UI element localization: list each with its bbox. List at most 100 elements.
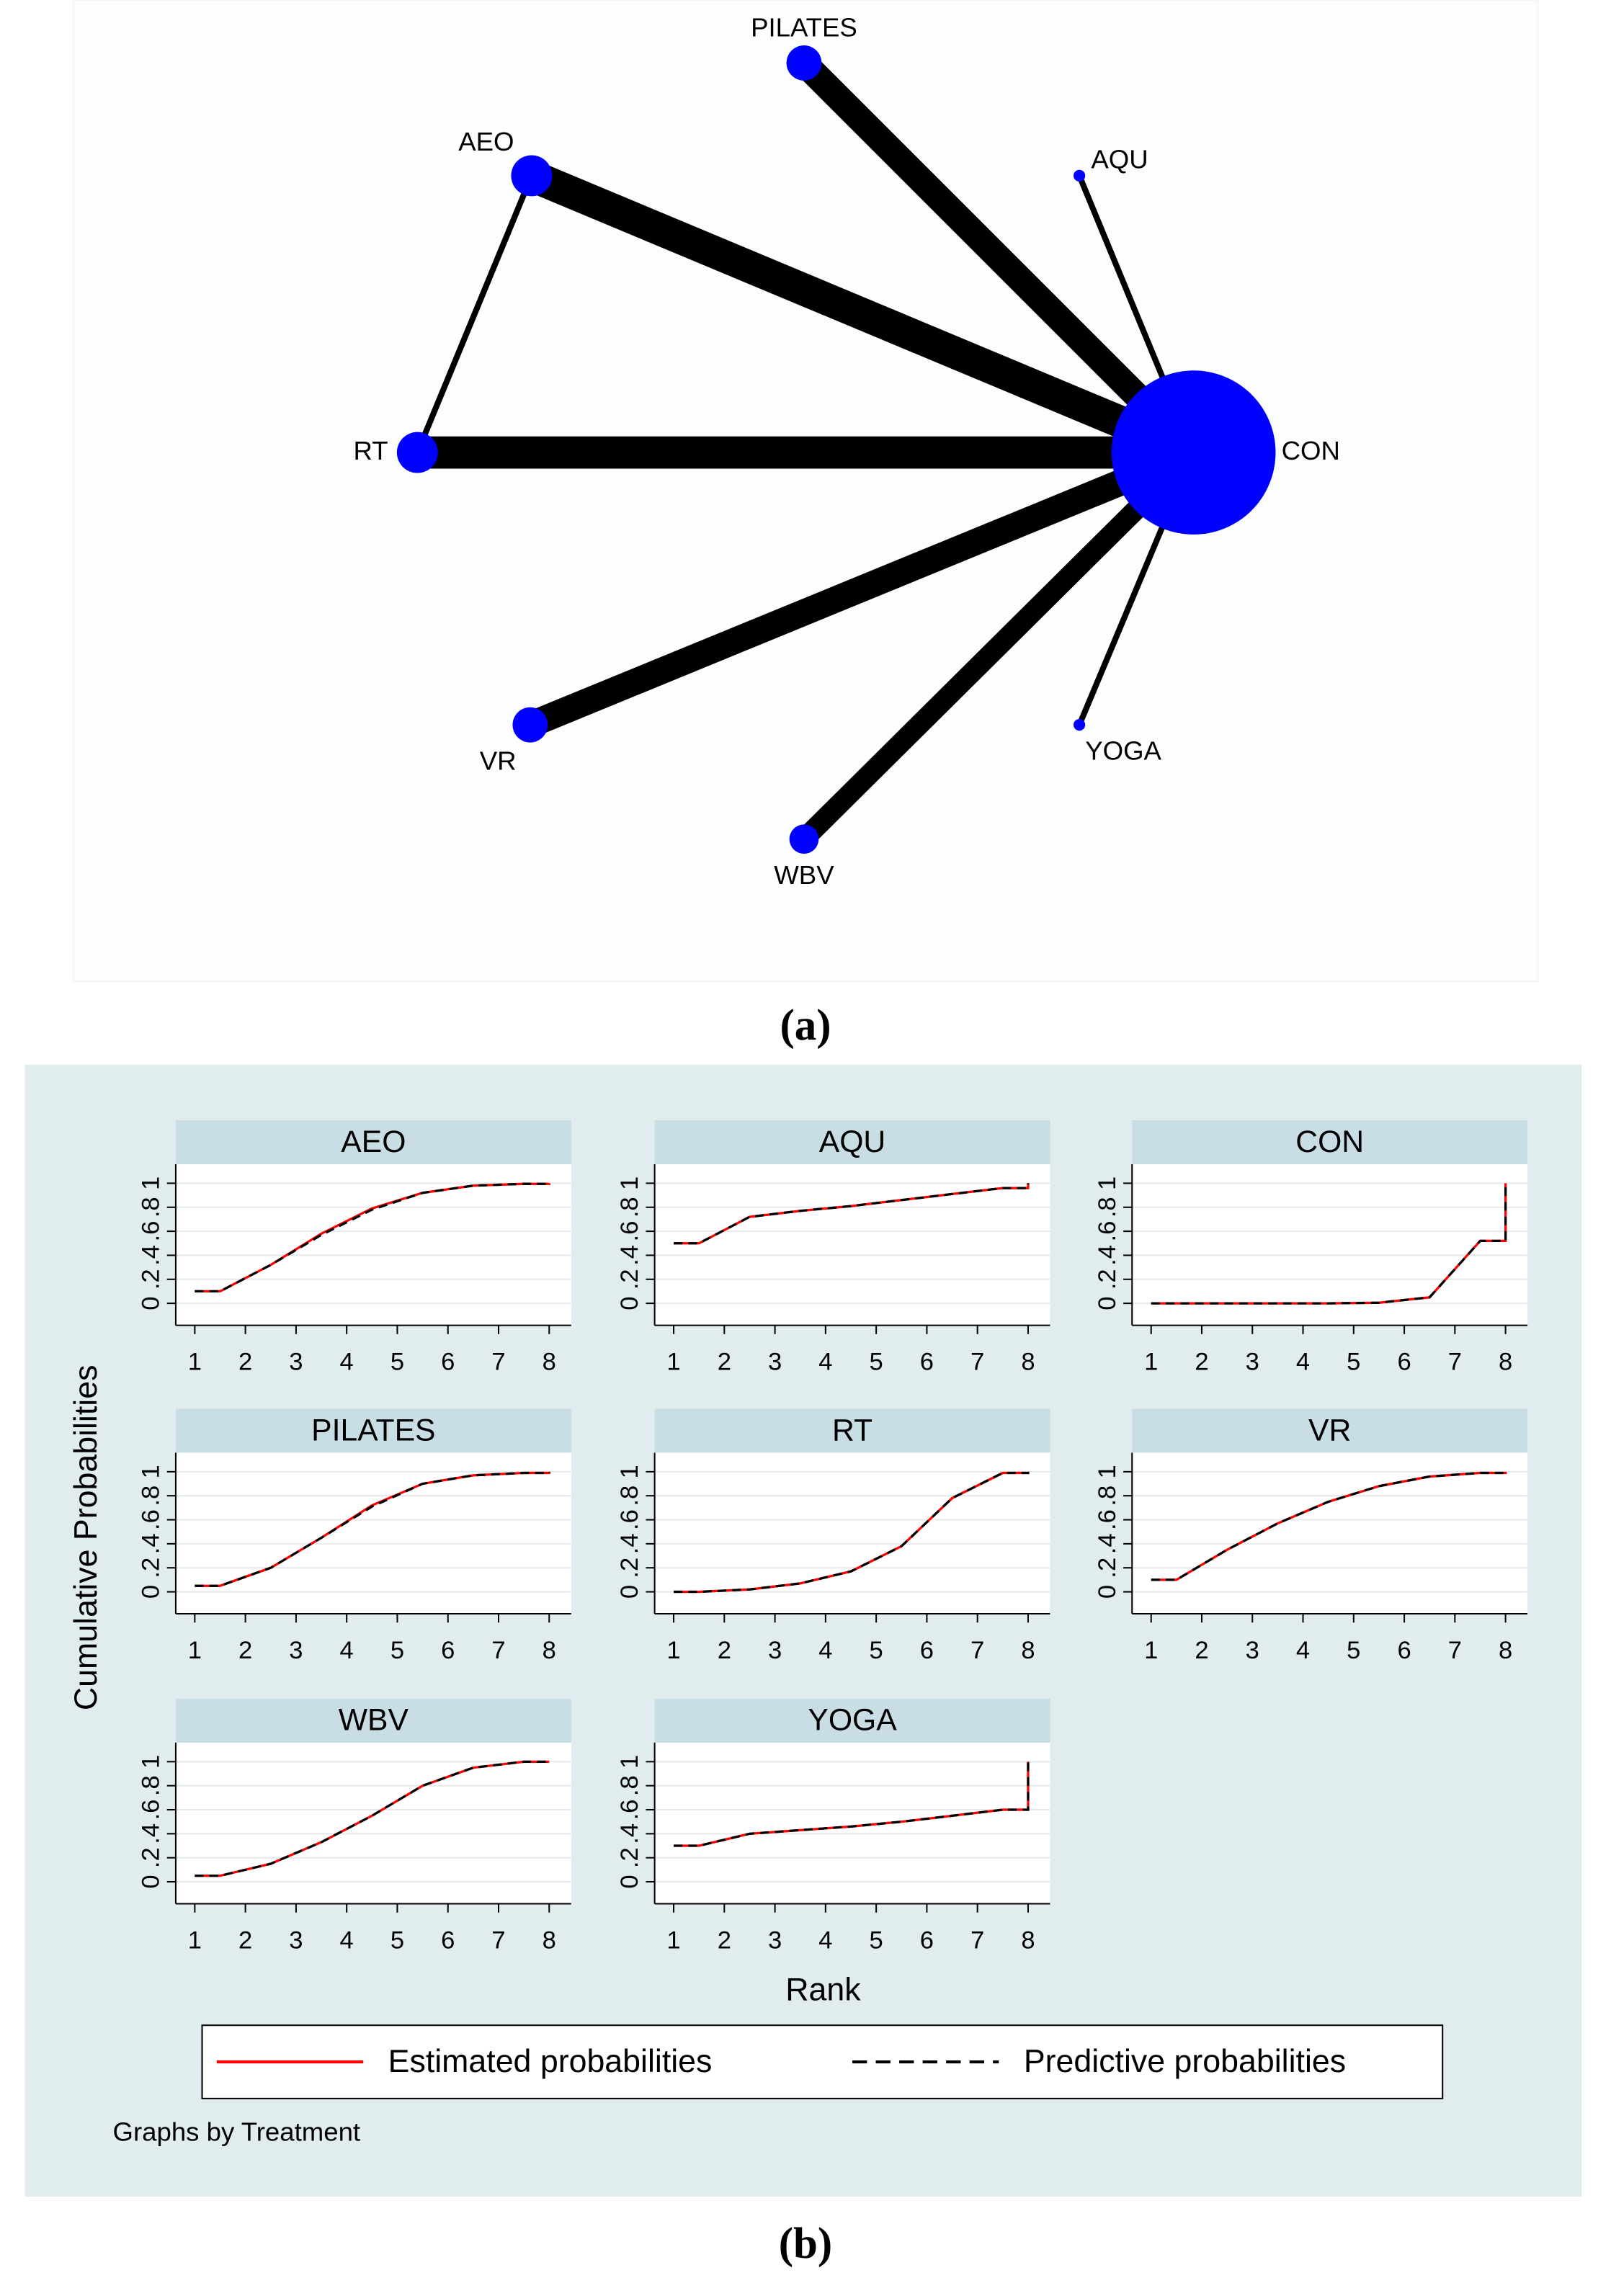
x-tick-label: 1 (1144, 1349, 1158, 1376)
edge (525, 161, 1200, 468)
x-tick-label: 4 (340, 1637, 354, 1664)
x-tick-label: 8 (1021, 1349, 1035, 1376)
panel-header (1132, 1120, 1528, 1164)
panel-title: WBV (339, 1703, 409, 1738)
y-tick-label: .8 (1094, 1197, 1121, 1218)
plot-area (1132, 1452, 1528, 1614)
x-tick-label: 4 (818, 1637, 832, 1664)
edge (796, 445, 1201, 847)
node-label: AEO (458, 127, 514, 156)
network-background (72, 0, 1539, 982)
y-tick-label: 0 (1094, 1296, 1121, 1310)
series-line (674, 1183, 1030, 1245)
plot-area (654, 1452, 1050, 1614)
node (1073, 719, 1086, 731)
node (1073, 169, 1086, 182)
panel-title: AQU (819, 1125, 885, 1159)
node (789, 824, 819, 854)
x-tick-label: 4 (818, 1926, 832, 1954)
x-tick-label: 6 (920, 1637, 934, 1664)
y-tick-label: .4 (138, 1823, 165, 1844)
y-tick-label: .6 (138, 1509, 165, 1530)
x-tick-label: 3 (768, 1637, 782, 1664)
panel-header (654, 1698, 1050, 1743)
y-tick-label: .2 (138, 1558, 165, 1578)
series-line (674, 1471, 1030, 1594)
series-line (674, 1761, 1030, 1847)
x-tick-label: 4 (1296, 1637, 1310, 1664)
legend-box (201, 2024, 1444, 2099)
y-tick-label: .8 (138, 1197, 165, 1218)
y-tick-label: 0 (138, 1585, 165, 1599)
y-tick-label: .4 (1094, 1245, 1121, 1266)
y-tick-label: 1 (138, 1465, 165, 1478)
plot-area (1132, 1163, 1528, 1326)
x-tick-label: 5 (1347, 1349, 1360, 1376)
x-tick-label: 1 (188, 1637, 202, 1664)
node-label: PILATES (751, 12, 857, 42)
y-tick-label: .4 (138, 1245, 165, 1266)
x-tick-label: 6 (920, 1349, 934, 1376)
x-tick-label: 4 (340, 1926, 354, 1954)
x-tick-label: 3 (768, 1349, 782, 1376)
y-tick-label: .2 (1094, 1269, 1121, 1290)
node-label: WBV (774, 860, 834, 890)
x-tick-label: 5 (870, 1926, 883, 1954)
x-tick-label: 1 (666, 1637, 680, 1664)
x-tick-label: 5 (870, 1349, 883, 1376)
legend-label: Predictive probabilities (1024, 2044, 1346, 2079)
y-tick-label: 0 (1094, 1585, 1121, 1599)
x-tick-label: 3 (289, 1926, 303, 1954)
x-tick-label: 8 (543, 1926, 556, 1954)
edge (414, 174, 535, 454)
x-tick-label: 6 (441, 1349, 455, 1376)
plot-area (654, 1742, 1050, 1904)
y-tick-label: 1 (616, 1176, 643, 1190)
y-tick-label: 1 (138, 1176, 165, 1190)
x-tick-label: 3 (289, 1637, 303, 1664)
series-line (195, 1471, 550, 1587)
y-tick-label: .6 (1094, 1221, 1121, 1242)
x-tick-label: 8 (1021, 1637, 1035, 1664)
node (786, 45, 822, 81)
x-tick-label: 7 (1448, 1349, 1462, 1376)
y-tick-label: .2 (616, 1558, 643, 1578)
x-tick-label: 4 (818, 1349, 832, 1376)
x-tick-label: 1 (188, 1349, 202, 1376)
y-tick-label: 0 (138, 1875, 165, 1888)
y-tick-label: .4 (138, 1533, 165, 1554)
x-tick-label: 7 (970, 1926, 984, 1954)
node-label: AQU (1091, 144, 1148, 174)
x-tick-label: 4 (340, 1349, 354, 1376)
y-tick-label: 0 (616, 1585, 643, 1599)
y-tick-label: 1 (138, 1755, 165, 1769)
x-tick-label: 3 (1246, 1349, 1259, 1376)
y-tick-label: .6 (138, 1800, 165, 1821)
y-axis-label: Cumulative Probabilities (68, 1365, 104, 1711)
plot-area (175, 1742, 571, 1904)
caption: (a) (780, 1001, 831, 1050)
y-tick-label: 0 (616, 1875, 643, 1888)
y-tick-label: .2 (138, 1847, 165, 1868)
y-tick-label: .6 (616, 1221, 643, 1242)
panel-header (654, 1408, 1050, 1453)
panel-title: CON (1295, 1125, 1364, 1159)
y-tick-label: .2 (616, 1847, 643, 1868)
x-tick-label: 7 (970, 1349, 984, 1376)
x-tick-label: 5 (391, 1349, 404, 1376)
x-tick-label: 4 (1296, 1349, 1310, 1376)
x-tick-label: 8 (1021, 1926, 1035, 1954)
x-tick-label: 1 (666, 1926, 680, 1954)
x-tick-label: 7 (970, 1637, 984, 1664)
y-tick-label: .4 (616, 1245, 643, 1266)
y-tick-label: .8 (616, 1486, 643, 1506)
x-tick-label: 2 (1195, 1637, 1208, 1664)
y-tick-label: .6 (616, 1509, 643, 1530)
x-tick-label: 8 (1499, 1637, 1512, 1664)
x-tick-label: 6 (441, 1637, 455, 1664)
x-axis-label: Rank (785, 1972, 861, 2007)
panel-header (175, 1698, 571, 1743)
x-tick-label: 5 (1347, 1637, 1360, 1664)
panel-header (175, 1408, 571, 1453)
